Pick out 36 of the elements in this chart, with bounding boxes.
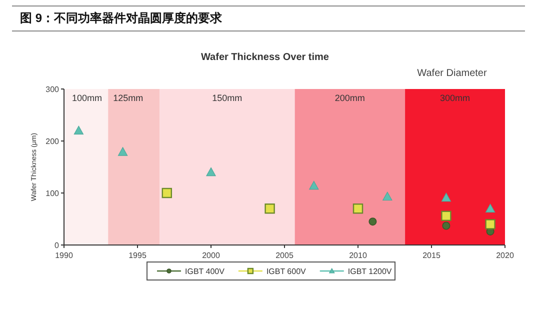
point <box>485 219 496 230</box>
x-tick-label: 2005 <box>276 251 294 260</box>
point <box>352 204 364 214</box>
band-label: 200mm <box>334 93 365 103</box>
legend-label: IGBT 600V <box>266 267 307 276</box>
x-tick-label: 2000 <box>202 251 220 260</box>
band-label: 125mm <box>113 93 144 103</box>
x-tick-label: 2015 <box>422 251 441 260</box>
point <box>118 147 128 156</box>
y-tick-label: 0 <box>54 241 60 250</box>
point <box>382 192 392 201</box>
point <box>309 180 319 190</box>
point <box>441 210 452 221</box>
text: Wafer Diameter <box>417 68 488 79</box>
band-label: 300mm <box>440 93 470 103</box>
point <box>441 192 451 202</box>
point <box>486 204 496 212</box>
point <box>264 204 275 214</box>
point <box>442 222 450 230</box>
band-label: 150mm <box>212 93 242 103</box>
x-tick-label: 1990 <box>55 251 74 260</box>
legend-label: IGBT 1200V <box>348 267 392 276</box>
y-tick-label: 300 <box>46 85 60 94</box>
x-tick-label: 2010 <box>349 251 368 260</box>
point <box>368 218 377 226</box>
x-tick-label: 1995 <box>128 251 147 260</box>
y-tick-label: 100 <box>46 189 60 198</box>
x-tick-label: 2020 <box>496 251 514 260</box>
legend-label: IGBT 400V <box>185 267 226 276</box>
chart-subtitle: Wafer Thickness Over time <box>200 52 330 63</box>
chart-title: 图 9：不同功率器件对晶圆厚度的要求 <box>20 11 224 25</box>
point <box>206 167 216 176</box>
band-label: 100mm <box>72 93 102 103</box>
y-tick-label: 200 <box>46 137 60 146</box>
point <box>162 188 172 198</box>
point <box>74 126 84 134</box>
